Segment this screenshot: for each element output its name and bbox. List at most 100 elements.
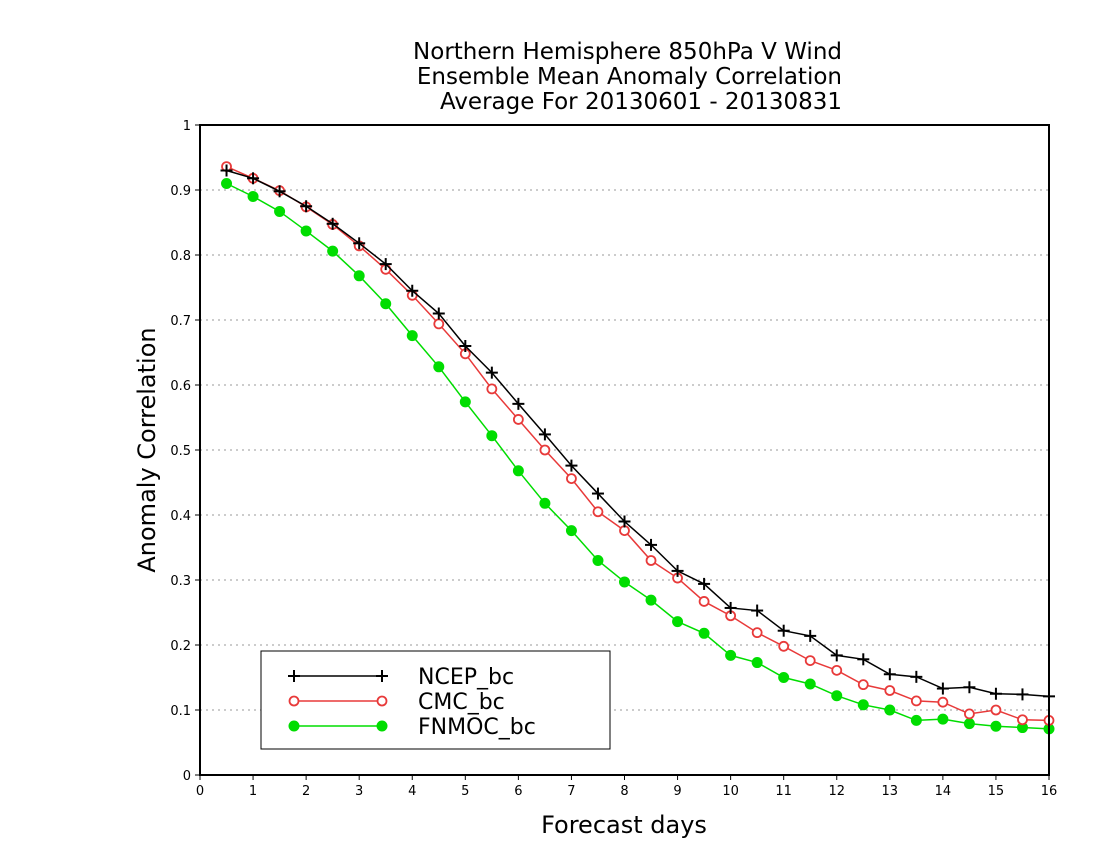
- x-tick-label: 14: [935, 784, 952, 799]
- y-tick-label: 0.5: [170, 444, 191, 459]
- data-point-cmc-bc: [433, 318, 445, 330]
- data-point-fnmoc-bc: [645, 594, 657, 606]
- data-point-fnmoc-bc: [565, 525, 577, 537]
- data-point-cmc-bc: [990, 704, 1002, 716]
- legend-marker: [376, 670, 388, 682]
- legend-marker: [288, 670, 300, 682]
- y-tick-label: 0.4: [170, 509, 191, 524]
- data-point-fnmoc-bc: [486, 430, 498, 442]
- data-point-cmc-bc: [857, 679, 869, 691]
- data-point-fnmoc-bc: [884, 704, 896, 716]
- data-point-ncep-bc: [326, 217, 339, 230]
- data-point-fnmoc-bc: [459, 396, 471, 408]
- data-point-ncep-bc: [406, 284, 419, 297]
- y-axis: 0 0.1 0.2 0.3 0.4 0.5 0.6 0.7 0.8 0.9 1: [170, 119, 200, 784]
- data-point-ncep-bc: [1016, 688, 1029, 701]
- data-point-ncep-bc: [220, 164, 233, 177]
- data-point-fnmoc-bc: [937, 713, 949, 725]
- series-line-cmc-bc: [226, 165, 1050, 722]
- data-point-fnmoc-bc: [327, 245, 339, 257]
- y-tick-label: 0.7: [170, 314, 191, 329]
- gridlines: [200, 189, 1049, 711]
- data-point-ncep-bc: [512, 397, 525, 410]
- data-point-fnmoc-bc: [512, 465, 524, 477]
- x-tick-label: 8: [620, 784, 628, 799]
- y-tick-label: 0.9: [170, 184, 191, 199]
- data-point-fnmoc-bc: [672, 616, 684, 628]
- legend-marker: [376, 720, 388, 732]
- data-point-ncep-bc: [485, 366, 498, 379]
- x-tick-label: 11: [775, 784, 792, 799]
- x-tick-label: 5: [461, 784, 469, 799]
- data-point-ncep-bc: [591, 487, 604, 500]
- x-tick-label: 1: [249, 784, 257, 799]
- data-point-fnmoc-bc: [221, 178, 233, 189]
- data-point-cmc-bc: [804, 655, 816, 666]
- data-point-fnmoc-bc: [592, 555, 604, 566]
- legend-label: FNMOC_bc: [418, 715, 536, 740]
- data-point-fnmoc-bc: [406, 330, 418, 342]
- y-tick-label: 0.3: [170, 574, 191, 589]
- data-point-cmc-bc: [1017, 714, 1028, 726]
- data-point-fnmoc-bc: [619, 576, 630, 588]
- y-tick-label: 0.8: [170, 249, 191, 264]
- data-point-ncep-bc: [300, 200, 313, 213]
- data-point-ncep-bc: [538, 428, 551, 441]
- series-layer: [220, 161, 1055, 735]
- x-tick-label: 9: [673, 784, 681, 799]
- data-point-fnmoc-bc: [433, 361, 445, 373]
- data-point-fnmoc-bc: [274, 205, 286, 217]
- title-line-1: Northern Hemisphere 850hPa V Wind: [413, 39, 842, 65]
- x-tick-label: 16: [1041, 784, 1058, 799]
- data-point-ncep-bc: [379, 258, 392, 271]
- data-point-fnmoc-bc: [725, 649, 737, 661]
- legend-label: NCEP_bc: [418, 665, 514, 690]
- data-point-fnmoc-bc: [247, 191, 259, 202]
- x-tick-label: 7: [567, 784, 575, 799]
- x-tick-label: 10: [722, 784, 739, 799]
- y-tick-label: 0: [183, 769, 191, 784]
- data-point-fnmoc-bc: [380, 298, 392, 310]
- x-tick-label: 4: [408, 784, 416, 799]
- series-cmc-bc: [221, 161, 1055, 726]
- title-line-2: Ensemble Mean Anomaly Correlation: [417, 64, 842, 90]
- data-point-ncep-bc: [645, 538, 658, 551]
- data-point-cmc-bc: [486, 383, 498, 395]
- data-point-ncep-bc: [273, 185, 286, 198]
- data-point-fnmoc-bc: [990, 720, 1002, 732]
- y-tick-label: 1: [183, 119, 191, 134]
- legend-item-cmc-bc: CMC_bc: [288, 690, 505, 715]
- data-point-ncep-bc: [857, 653, 870, 666]
- legend-label: CMC_bc: [418, 690, 505, 715]
- data-point-fnmoc-bc: [963, 718, 975, 730]
- data-point-ncep-bc: [751, 604, 764, 617]
- data-point-ncep-bc: [777, 624, 790, 637]
- data-point-ncep-bc: [565, 459, 578, 472]
- data-point-cmc-bc: [910, 695, 922, 707]
- x-tick-label: 13: [882, 784, 899, 799]
- data-point-ncep-bc: [618, 515, 631, 528]
- x-tick-label: 3: [355, 784, 363, 799]
- legend-marker: [288, 695, 300, 707]
- legend-marker: [376, 695, 388, 707]
- data-point-ncep-bc: [804, 629, 817, 642]
- y-tick-label: 0.1: [170, 704, 191, 719]
- data-point-ncep-bc: [698, 577, 711, 590]
- legend-item-ncep-bc: NCEP_bc: [288, 665, 514, 690]
- data-point-fnmoc-bc: [539, 497, 551, 509]
- data-point-cmc-bc: [592, 506, 604, 518]
- data-point-cmc-bc: [937, 696, 949, 708]
- y-axis-label: Anomaly Correlation: [133, 327, 161, 572]
- data-point-fnmoc-bc: [857, 699, 869, 711]
- data-point-cmc-bc: [778, 640, 790, 652]
- data-point-ncep-bc: [883, 668, 896, 681]
- legend-marker: [288, 720, 300, 732]
- x-tick-label: 2: [302, 784, 310, 799]
- data-point-cmc-bc: [645, 555, 657, 566]
- data-point-fnmoc-bc: [300, 225, 312, 237]
- data-point-cmc-bc: [512, 414, 524, 425]
- y-tick-label: 0.6: [170, 379, 191, 394]
